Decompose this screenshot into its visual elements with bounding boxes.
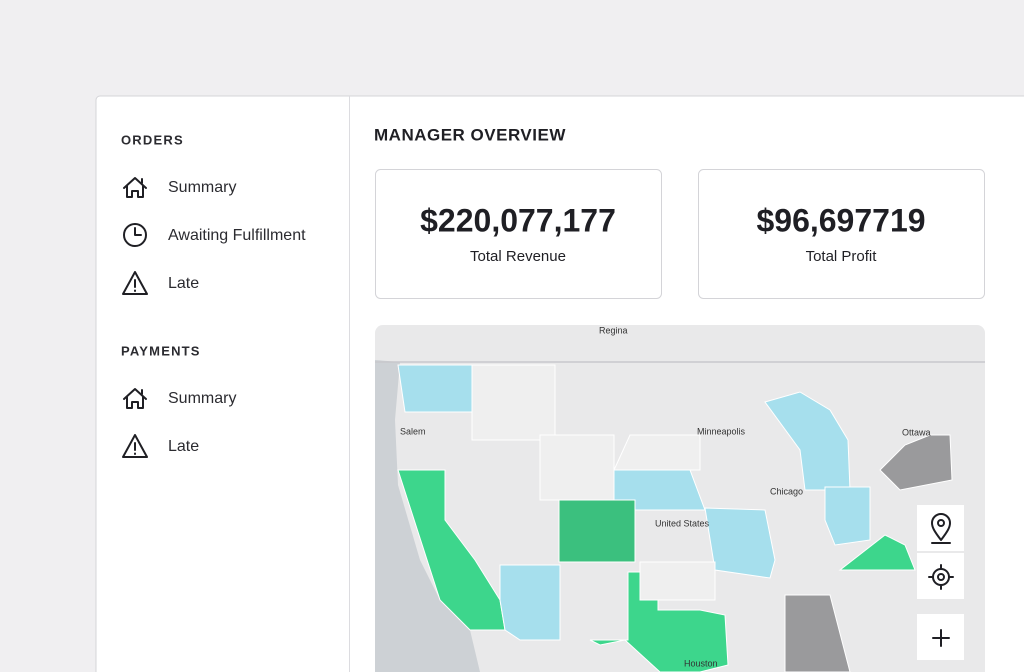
nav-item[interactable]: Summary [168, 179, 236, 196]
section-title: ORDERS [121, 132, 184, 147]
clock-icon [123, 223, 147, 247]
zoom-in-icon [932, 629, 950, 647]
nav-item[interactable]: Late [168, 275, 199, 292]
section-title: PAYMENTS [121, 343, 201, 358]
map-label: Minneapolis [697, 426, 746, 436]
kpi-value: $220,077,177 [420, 202, 616, 238]
map-button[interactable] [917, 553, 964, 599]
home-icon [123, 388, 147, 409]
kpi-card [698, 169, 985, 299]
pin-dot [937, 519, 945, 527]
map-label: Regina [599, 325, 628, 335]
map-label: Chicago [770, 486, 803, 496]
home-icon [123, 177, 147, 198]
kpi-label: Total Profit [806, 248, 878, 265]
kpi-card [375, 169, 662, 299]
map-label: Ottawa [902, 427, 931, 437]
kpi-value: $96,697719 [756, 202, 925, 238]
map-label: Salem [400, 426, 426, 436]
warning-icon [122, 434, 148, 458]
locate-icon [928, 564, 954, 590]
page-title: MANAGER OVERVIEW [374, 125, 566, 144]
nav-item[interactable]: Late [168, 438, 199, 455]
map[interactable]: United States Chicago Minneapolis Housto… [375, 325, 985, 672]
map-label: Houston [684, 658, 718, 668]
map-label: United States [655, 518, 710, 528]
warning-icon [122, 271, 148, 295]
nav-item[interactable]: Summary [168, 390, 236, 407]
pin-icon [931, 513, 951, 544]
map-button[interactable] [917, 505, 964, 551]
kpi-label: Total Revenue [470, 248, 566, 265]
nav-item[interactable]: Awaiting Fulfillment [168, 227, 306, 244]
